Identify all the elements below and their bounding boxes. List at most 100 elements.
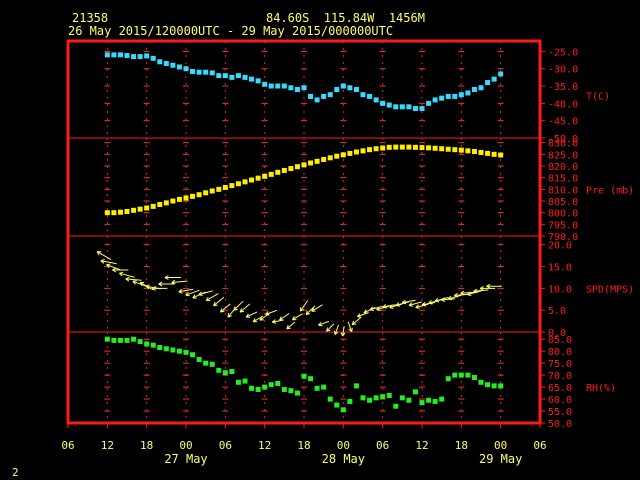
temperature-point <box>399 104 405 110</box>
station-id: 21358 <box>72 11 108 25</box>
temperature-point <box>426 100 432 106</box>
wind-arrow <box>447 294 462 301</box>
axis-layer: -25.0-30.0-35.0-40.0-45.0-50.0T(C)830.08… <box>61 47 634 466</box>
wind-arrow <box>152 285 168 291</box>
humidity-point <box>465 372 471 378</box>
wind-arrow <box>171 279 188 285</box>
temperature-point <box>301 85 307 91</box>
wind-arrow <box>198 290 213 296</box>
pressure-point <box>399 144 405 150</box>
temperature-point <box>334 87 340 92</box>
plot-frame <box>66 39 542 425</box>
temperature-tick-label: -45.0 <box>548 117 578 128</box>
temperature-point <box>111 52 117 58</box>
humidity-tick-label: 65.0 <box>548 383 572 394</box>
humidity-point <box>235 379 241 385</box>
humidity-point <box>216 367 222 373</box>
x-tick-label: 06 <box>219 439 232 452</box>
wind-arrow <box>326 323 335 332</box>
humidity-point <box>255 386 261 392</box>
pressure-point <box>216 186 222 192</box>
pressure-tick-label: 810.0 <box>548 185 578 196</box>
temperature-point <box>163 61 169 67</box>
humidity-point <box>367 397 373 403</box>
wind-arrow <box>213 296 225 307</box>
humidity-point <box>104 336 110 342</box>
pressure-point <box>255 175 261 181</box>
pressure-point <box>170 198 176 204</box>
temperature-point <box>137 54 143 60</box>
humidity-point <box>124 337 130 343</box>
pressure-point <box>485 150 491 156</box>
humidity-tick-label: 75.0 <box>548 359 572 370</box>
wind-arrow <box>100 259 117 265</box>
wind-arrow <box>318 320 329 327</box>
pressure-tick-label: 805.0 <box>548 197 578 208</box>
humidity-tick-label: 60.0 <box>548 395 572 406</box>
wind-arrow <box>245 311 258 318</box>
wind-arrow <box>178 288 194 294</box>
wind-arrow <box>279 312 290 321</box>
pressure-point <box>340 152 346 158</box>
pressure-point <box>452 147 458 153</box>
temperature-point <box>380 100 386 106</box>
temperature-point <box>485 80 491 86</box>
wind-arrow <box>415 303 429 309</box>
wind-arrow <box>265 309 278 316</box>
wind-arrow <box>376 305 389 312</box>
wind-arrow <box>185 289 200 297</box>
pressure-point <box>131 207 137 213</box>
temperature-point <box>157 59 163 65</box>
wind-arrow <box>271 319 284 324</box>
wind-arrow <box>132 280 148 288</box>
temperature-point <box>294 87 300 92</box>
humidity-point <box>478 379 484 385</box>
humidity-point <box>209 361 215 367</box>
temperature-point <box>196 69 202 75</box>
humidity-point <box>334 402 340 408</box>
wind-arrow <box>369 305 383 312</box>
humidity-point <box>360 395 366 401</box>
date-label: 29 May <box>479 452 522 466</box>
pressure-point <box>360 148 366 154</box>
humidity-point <box>491 383 497 389</box>
x-tick-label: 18 <box>297 439 310 452</box>
pressure-point <box>117 209 123 215</box>
date-label: 28 May <box>322 452 365 466</box>
temperature-point <box>321 93 327 99</box>
temperature-point <box>340 83 346 89</box>
humidity-point <box>412 389 418 395</box>
humidity-point <box>399 395 405 401</box>
pressure-tick-label: 800.0 <box>548 209 578 220</box>
pressure-point <box>386 144 392 150</box>
pressure-tick-label: 830.0 <box>548 139 578 150</box>
temperature-point <box>432 97 438 103</box>
data-layer <box>96 52 504 413</box>
temperature-point <box>176 64 182 70</box>
wind-arrow <box>347 321 353 333</box>
wind-arrow <box>164 275 181 280</box>
x-tick-label: 12 <box>101 439 114 452</box>
temperature-point <box>262 81 268 87</box>
temperature-point <box>144 53 150 59</box>
humidity-point <box>445 376 451 382</box>
humidity-point <box>432 398 438 404</box>
humidity-point <box>111 337 117 343</box>
x-tick-label: 06 <box>61 439 74 452</box>
x-tick-label: 00 <box>494 439 507 452</box>
temperature-point <box>190 68 196 74</box>
pressure-point <box>157 202 163 207</box>
wind-arrow <box>453 292 469 298</box>
humidity-point <box>347 398 353 404</box>
pressure-point <box>308 160 314 166</box>
temperature-point <box>406 104 412 110</box>
humidity-point <box>157 345 163 351</box>
humidity-point <box>131 336 137 342</box>
temperature-point <box>498 71 504 77</box>
pressure-point <box>190 193 196 199</box>
humidity-point <box>471 375 477 380</box>
humidity-point <box>308 376 314 382</box>
temperature-point <box>249 76 255 82</box>
temperature-point <box>281 83 287 89</box>
